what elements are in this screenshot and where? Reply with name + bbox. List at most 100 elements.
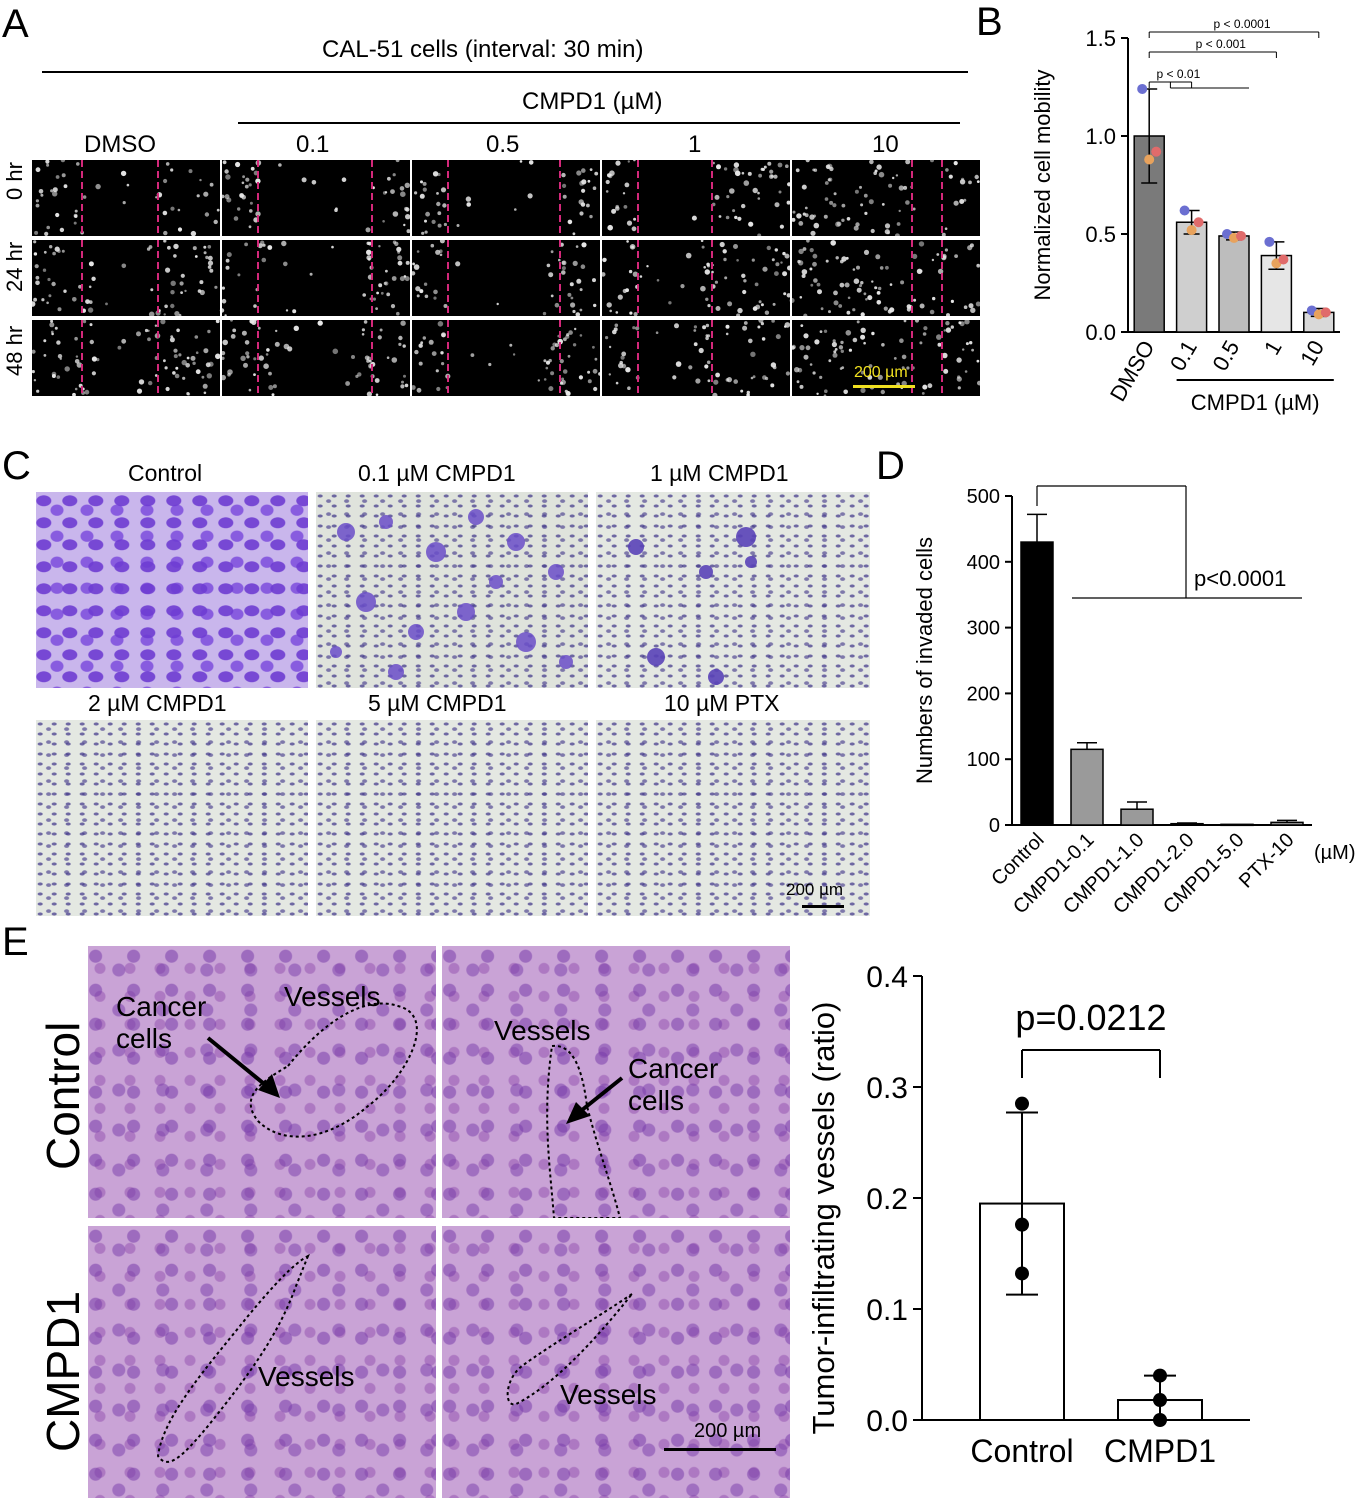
row-label-0hr: 0 hr xyxy=(2,162,27,200)
data-point xyxy=(1015,1217,1029,1232)
he-control-1-overlay: Vessels Cancer cells xyxy=(116,981,418,1138)
scratch-cells xyxy=(605,160,792,238)
x-tick-label: PTX-10 xyxy=(1235,829,1299,893)
x-tick-label: 0.1 xyxy=(1165,336,1202,375)
bar xyxy=(1120,808,1154,826)
tile-label-5: 5 µM CMPD1 xyxy=(368,690,507,716)
data-point xyxy=(1179,205,1190,216)
scratch-cells xyxy=(410,238,597,317)
he-cmpd1-2-image: Vessels xyxy=(442,1226,790,1498)
transwell-5-image xyxy=(316,720,588,916)
row-label-cmpd1: CMPD1 xyxy=(37,1290,89,1452)
row-label-24hr: 24 hr xyxy=(2,241,27,292)
data-point xyxy=(1144,154,1155,165)
y-tick-label: 0.1 xyxy=(866,1294,908,1327)
panel-c-scale-label: 200 µm xyxy=(786,880,844,899)
he-c2-cancer-label-2: cells xyxy=(628,1085,684,1116)
data-point xyxy=(1137,83,1148,94)
sig-label: p=0.0212 xyxy=(1015,997,1166,1038)
data-point xyxy=(1153,1393,1167,1408)
panel-a-drug-rule xyxy=(238,122,960,124)
col-label-0-5: 0.5 xyxy=(486,131,520,158)
bar xyxy=(1218,235,1250,333)
panel-e-scale-bar xyxy=(664,1448,776,1451)
bar xyxy=(1070,748,1104,826)
col-label-0-1: 0.1 xyxy=(296,131,330,158)
scratch-cells xyxy=(32,239,218,318)
transwell-ptx-image xyxy=(596,720,870,916)
grid-divider xyxy=(410,160,412,396)
data-point xyxy=(1015,1266,1029,1281)
x-tick-label: 10 xyxy=(1295,336,1329,370)
grid-divider xyxy=(32,316,980,320)
data-point xyxy=(1153,1368,1167,1383)
transwell-0-1-image xyxy=(316,492,588,688)
bar xyxy=(1020,541,1054,826)
scratch-cells xyxy=(789,239,980,318)
data-point xyxy=(1186,225,1197,236)
data-point xyxy=(1193,217,1204,228)
tile-label-1: 1 µM CMPD1 xyxy=(650,460,789,486)
scratch-cells xyxy=(600,239,792,318)
y-axis-label: Numbers of invaded cells xyxy=(912,537,937,784)
tile-label-control: Control xyxy=(128,460,203,486)
data-point xyxy=(1236,230,1246,241)
scratch-cells xyxy=(32,319,221,396)
x-tick-label: 1 xyxy=(1259,336,1287,359)
y-tick-label: 200 xyxy=(967,683,1000,705)
scratch-cells xyxy=(220,318,409,396)
x-tick-label: 0.5 xyxy=(1207,336,1244,375)
data-point xyxy=(1320,307,1331,318)
he-control-1-image: Vessels Cancer cells xyxy=(88,946,436,1218)
scratch-cells xyxy=(410,321,602,396)
panel-e-chart: 0.0 0.1 0.2 0.3 0.4 Tumor-infiltrating vessel… xyxy=(806,961,1250,1469)
group-label: CMPD1 (µM) xyxy=(1191,390,1320,415)
panel-d-chart: 0 100 200 300 400 500 Numbers of invaded cells… xyxy=(912,485,1356,918)
y-tick-label: 1.0 xyxy=(1085,124,1116,149)
sig-label: p < 0.01 xyxy=(1157,67,1201,81)
scratch-cells xyxy=(219,240,410,317)
panel-b-chart: 0.0 0.5 1.0 1.5 Normalized cell mobility DMSO… xyxy=(1030,17,1340,415)
he-cmpd1-1-overlay: Vessels xyxy=(156,1253,355,1463)
transwell-control-image xyxy=(36,492,308,688)
tile-label-ptx: 10 µM PTX xyxy=(664,690,780,716)
x-tick-label: DMSO xyxy=(1105,336,1160,406)
tile-label-0-1: 0.1 µM CMPD1 xyxy=(358,460,516,486)
transwell-1-image xyxy=(596,492,870,688)
he-cmpd1-1-image: Vessels xyxy=(88,1226,436,1498)
grid-divider xyxy=(790,160,792,396)
sig-label: p<0.0001 xyxy=(1194,566,1286,591)
scratch-cells xyxy=(220,160,411,234)
y-tick-label: 0.0 xyxy=(1085,320,1116,345)
y-tick-label: 400 xyxy=(967,552,1000,574)
data-point xyxy=(1153,1413,1167,1427)
bar xyxy=(1220,823,1254,827)
panel-a-scale-label: 200 µm xyxy=(854,364,908,381)
y-tick-label: 100 xyxy=(967,749,1000,771)
scratch-assay-grid xyxy=(32,160,980,396)
grid-divider xyxy=(600,160,602,396)
scratch-cells xyxy=(34,160,220,237)
y-tick-label: 500 xyxy=(967,486,1000,508)
panel-b-letter: B xyxy=(976,0,1003,44)
transwell-2-image xyxy=(36,720,308,916)
scratch-cells xyxy=(791,160,980,239)
he-c1-vessels-label: Vessels xyxy=(284,981,381,1012)
grid-divider xyxy=(32,236,980,240)
he-m2-vessels-label: Vessels xyxy=(560,1379,657,1410)
panel-a-letter: A xyxy=(2,2,29,46)
y-tick-label: 0.4 xyxy=(866,961,908,994)
y-tick-label: 1.5 xyxy=(1085,26,1116,51)
he-c1-cancer-label-1: Cancer xyxy=(116,991,206,1022)
he-control-2-image: Vessels Cancer cells xyxy=(442,946,790,1218)
data-point xyxy=(1151,146,1162,157)
data-point xyxy=(1278,254,1289,265)
tile-label-2: 2 µM CMPD1 xyxy=(88,690,227,716)
scratch-cells xyxy=(414,160,599,236)
col-label-dmso: DMSO xyxy=(84,131,156,158)
y-axis-label: Tumor-infiltrating vessels (ratio) xyxy=(806,1002,841,1435)
y-tick-label: 0 xyxy=(989,815,1000,837)
panel-d-letter: D xyxy=(876,444,905,488)
row-label-control: Control xyxy=(37,1021,89,1170)
he-c2-vessels-label: Vessels xyxy=(494,1015,591,1046)
